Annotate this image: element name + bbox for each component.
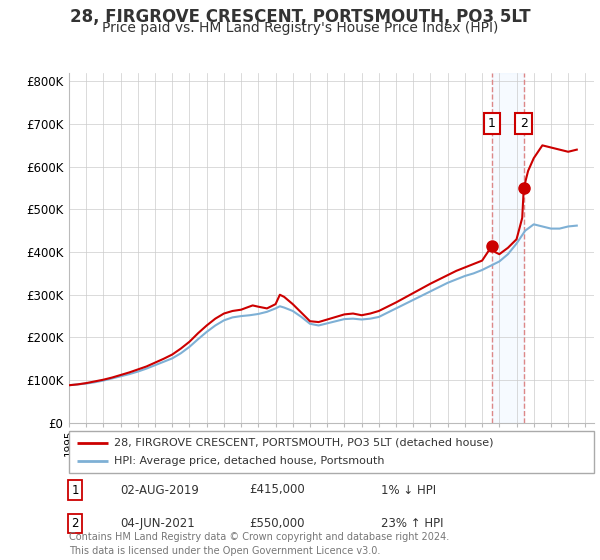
Text: 28, FIRGROVE CRESCENT, PORTSMOUTH, PO3 5LT (detached house): 28, FIRGROVE CRESCENT, PORTSMOUTH, PO3 5… [113,438,493,448]
Text: 1% ↓ HPI: 1% ↓ HPI [381,483,436,497]
FancyBboxPatch shape [69,431,594,473]
Text: 23% ↑ HPI: 23% ↑ HPI [381,517,443,530]
Text: 02-AUG-2019: 02-AUG-2019 [120,483,199,497]
Text: £550,000: £550,000 [249,517,305,530]
Text: 2: 2 [520,117,528,130]
Text: 04-JUN-2021: 04-JUN-2021 [120,517,195,530]
Text: 1: 1 [71,483,79,497]
Text: Contains HM Land Registry data © Crown copyright and database right 2024.
This d: Contains HM Land Registry data © Crown c… [69,533,449,556]
Text: £415,000: £415,000 [249,483,305,497]
Text: HPI: Average price, detached house, Portsmouth: HPI: Average price, detached house, Port… [113,456,384,466]
Bar [492,73,524,423]
Text: 28, FIRGROVE CRESCENT, PORTSMOUTH, PO3 5LT: 28, FIRGROVE CRESCENT, PORTSMOUTH, PO3 5… [70,8,530,26]
Text: 1: 1 [488,117,496,130]
Text: 2: 2 [71,517,79,530]
Text: Price paid vs. HM Land Registry's House Price Index (HPI): Price paid vs. HM Land Registry's House … [102,21,498,35]
